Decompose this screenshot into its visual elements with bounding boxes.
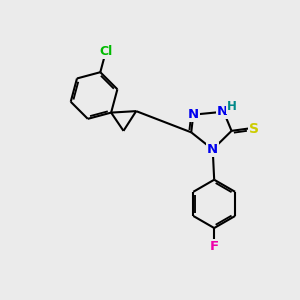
Text: Cl: Cl [99, 45, 112, 58]
Text: N: N [188, 108, 199, 121]
Text: N: N [207, 143, 218, 156]
Text: H: H [227, 100, 237, 113]
Text: S: S [249, 122, 259, 136]
Text: N: N [217, 105, 228, 118]
Text: F: F [210, 240, 219, 253]
